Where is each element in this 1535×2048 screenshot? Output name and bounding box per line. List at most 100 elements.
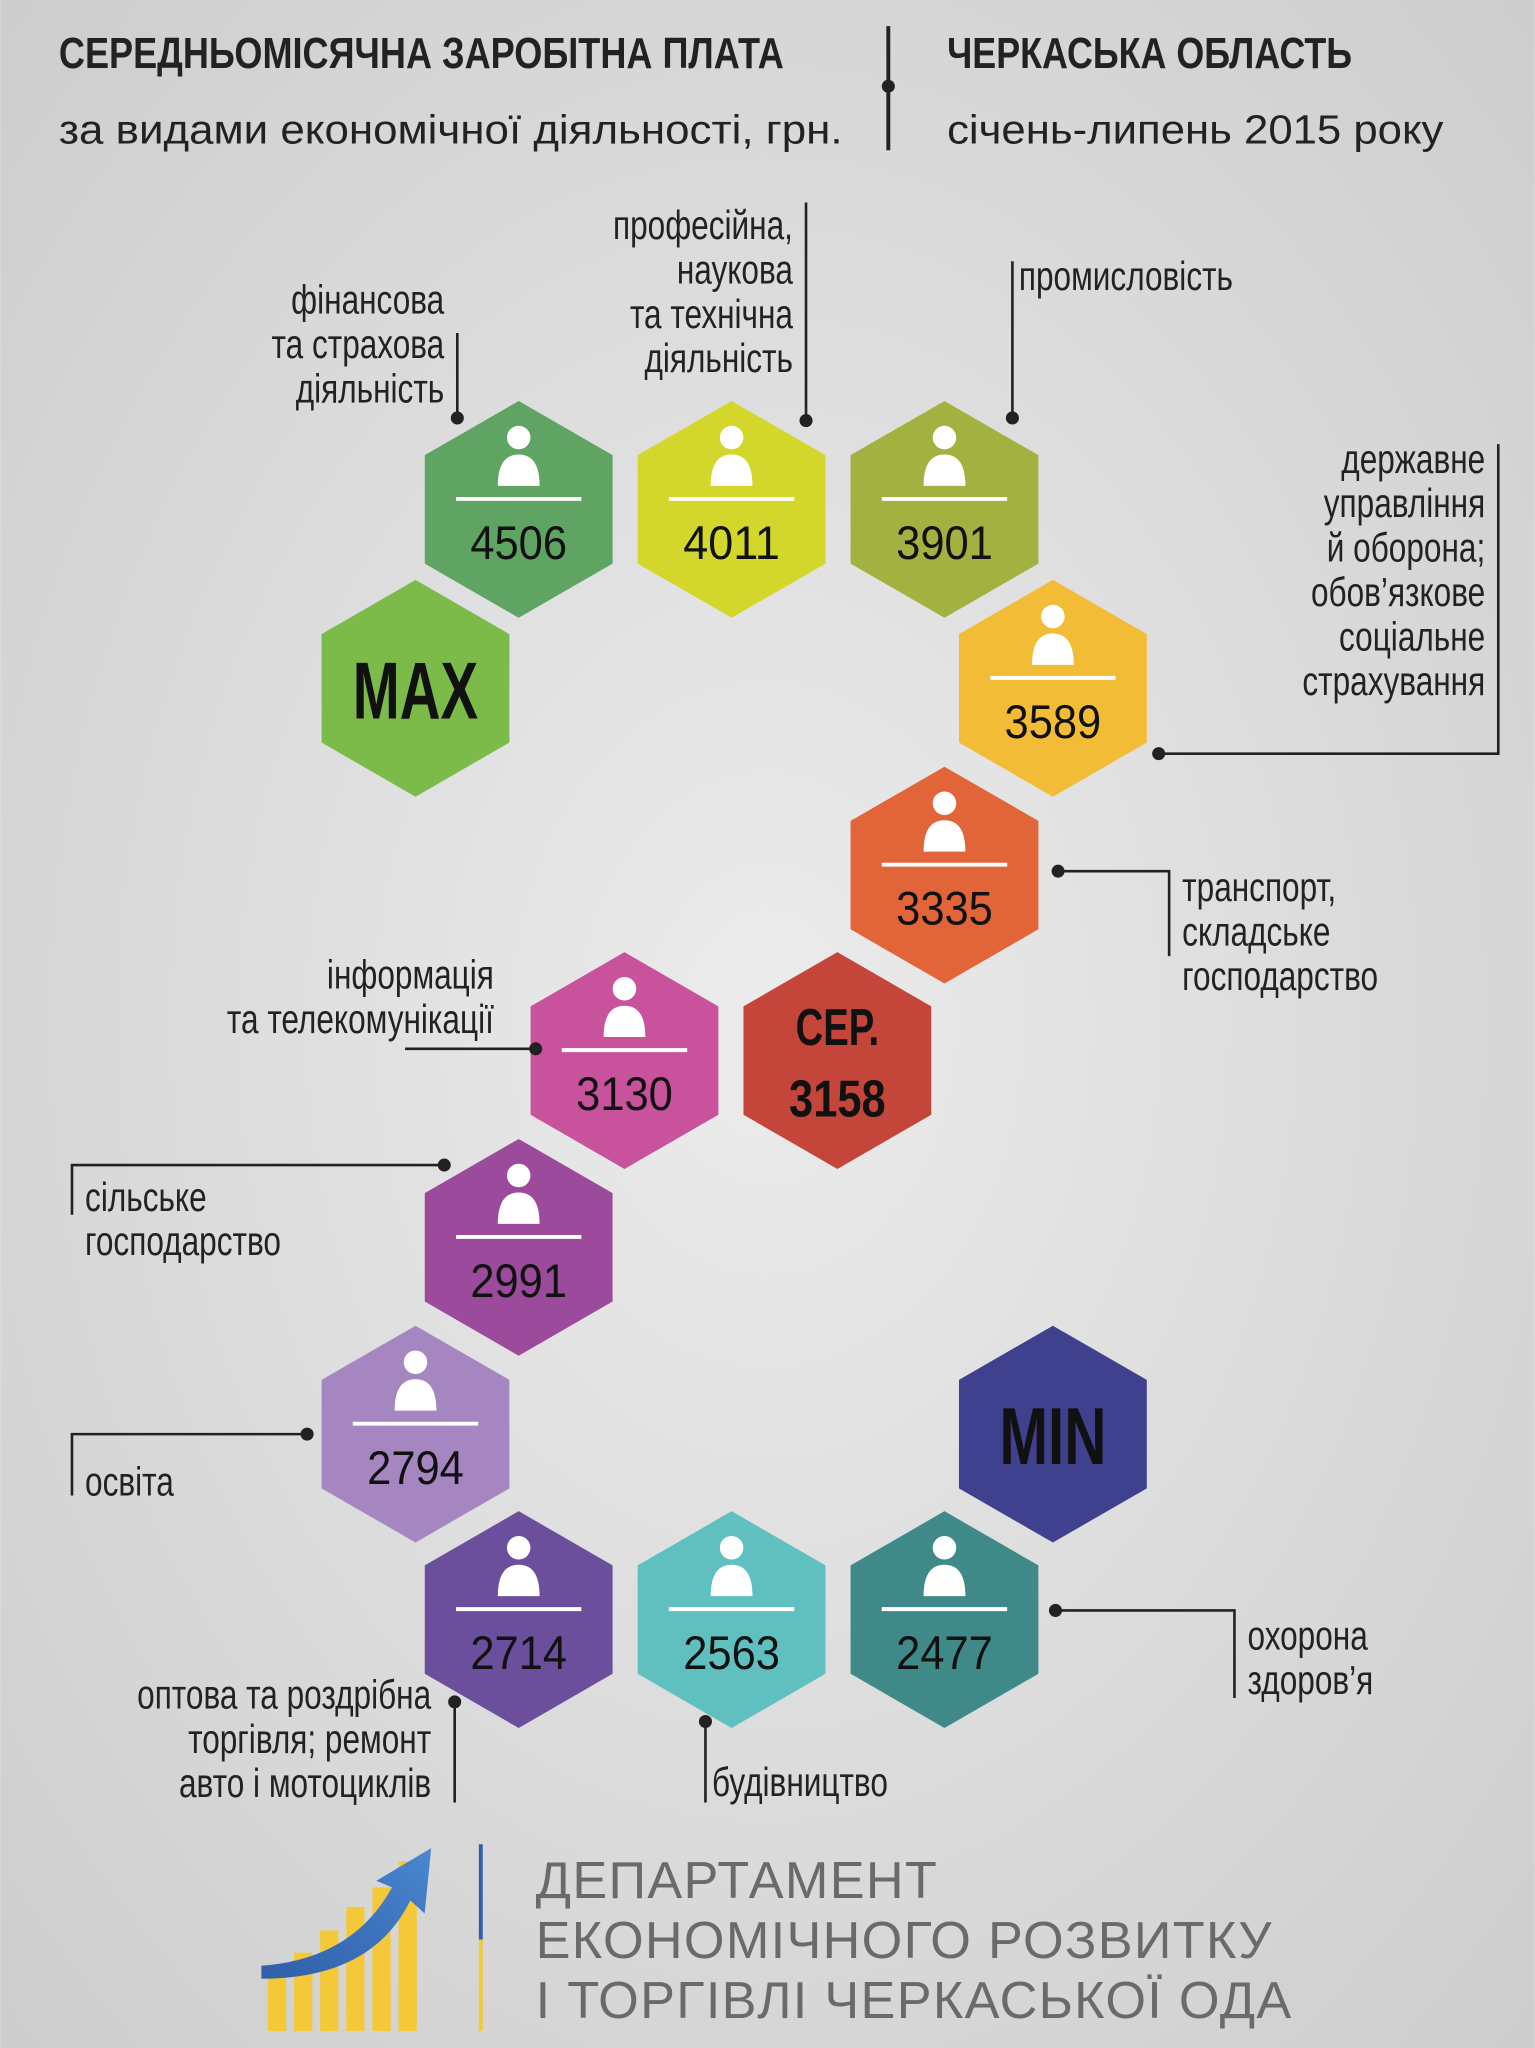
leader-dot bbox=[529, 1042, 543, 1056]
label: сільське bbox=[85, 1174, 207, 1220]
hexagon bbox=[321, 579, 510, 797]
hexagon bbox=[850, 400, 1039, 618]
leader-dot bbox=[1048, 1603, 1063, 1617]
label: охорона bbox=[1248, 1613, 1369, 1659]
leader-dot bbox=[1005, 411, 1019, 425]
label: державне bbox=[1341, 436, 1485, 482]
value: 3130 bbox=[576, 1067, 673, 1120]
value: 4506 bbox=[470, 516, 567, 569]
leader-dot bbox=[300, 1427, 314, 1441]
hexagon bbox=[424, 1138, 613, 1356]
leader-dot bbox=[448, 1695, 462, 1709]
hexagon bbox=[743, 952, 932, 1169]
hexagon bbox=[637, 1511, 826, 1728]
subtitle-left: за видами економічної діяльності, грн. bbox=[59, 107, 843, 153]
icon bbox=[612, 976, 637, 1001]
label: соціальне bbox=[1339, 613, 1485, 659]
label: обов’язкове bbox=[1311, 569, 1485, 615]
label: здоров’я bbox=[1248, 1657, 1374, 1703]
logo bbox=[261, 1844, 483, 2032]
icon bbox=[932, 425, 957, 450]
title-left: СЕРЕДНЬОМІСЯЧНА ЗАРОБІТНА ПЛАТА bbox=[59, 30, 784, 78]
leader-dot bbox=[450, 411, 464, 425]
icon bbox=[403, 1350, 428, 1375]
footer-line: ЕКОНОМІЧНОГО РОЗВИТКУ bbox=[536, 1912, 1273, 1970]
label: торгівля; ремонт bbox=[188, 1716, 431, 1762]
label: будівництво bbox=[712, 1759, 888, 1805]
min-label: MIN bbox=[999, 1392, 1106, 1482]
icon bbox=[932, 791, 957, 816]
hexagon bbox=[958, 1325, 1147, 1543]
leader-line bbox=[1055, 1609, 1236, 1698]
hexagon bbox=[424, 400, 613, 618]
value: 2991 bbox=[470, 1254, 567, 1307]
title-right: ЧЕРКАСЬКА ОБЛАСТЬ bbox=[947, 30, 1352, 78]
icon bbox=[923, 1564, 966, 1597]
leader-dot bbox=[698, 1714, 712, 1728]
icon bbox=[394, 1379, 437, 1411]
label: господарство bbox=[85, 1218, 281, 1264]
leader-dot bbox=[799, 414, 813, 428]
icon bbox=[719, 425, 744, 450]
value: 2477 bbox=[896, 1626, 993, 1679]
value: 2714 bbox=[470, 1626, 567, 1679]
leader-line bbox=[70, 1432, 308, 1496]
value: 4011 bbox=[683, 516, 780, 569]
label: господарство bbox=[1182, 953, 1378, 999]
divider-dot bbox=[881, 79, 895, 93]
value: 2563 bbox=[683, 1626, 780, 1679]
footer-line: ДЕПАРТАМЕНТ bbox=[536, 1852, 938, 1910]
label: фінансова bbox=[291, 276, 444, 322]
label: складське bbox=[1182, 909, 1330, 955]
label: оптова та роздрібна bbox=[137, 1671, 431, 1717]
subtitle-right: січень-липень 2015 року bbox=[947, 107, 1444, 153]
label: авто і мотоциклів bbox=[179, 1760, 431, 1806]
label: промисловість bbox=[1019, 253, 1233, 299]
average-value: 3158 bbox=[789, 1071, 886, 1129]
label: транспорт, bbox=[1182, 864, 1336, 910]
label: страхування bbox=[1302, 658, 1485, 704]
hexagon bbox=[424, 1511, 613, 1728]
average-label: СЕР. bbox=[796, 999, 880, 1057]
leader-dot bbox=[1051, 864, 1065, 878]
leader-line bbox=[1158, 444, 1500, 755]
label: професійна, bbox=[613, 202, 793, 248]
icon bbox=[497, 1564, 540, 1597]
hexagon bbox=[321, 1325, 510, 1543]
label: та страхова bbox=[272, 321, 445, 367]
hexagon bbox=[958, 579, 1147, 797]
leader-dot bbox=[437, 1158, 451, 1172]
label: освіта bbox=[85, 1459, 174, 1505]
hexagon bbox=[530, 952, 719, 1169]
value: 3589 bbox=[1005, 695, 1102, 748]
value: 3901 bbox=[896, 516, 993, 569]
leader-dot bbox=[1152, 747, 1166, 761]
label: інформація bbox=[327, 952, 494, 998]
icon bbox=[923, 454, 966, 486]
label: та телекомунікації bbox=[227, 996, 494, 1042]
icon bbox=[710, 454, 753, 486]
icon bbox=[497, 454, 540, 486]
hexagon bbox=[637, 400, 826, 618]
icon bbox=[506, 1163, 531, 1188]
hexagon bbox=[850, 1511, 1039, 1728]
icon bbox=[932, 1536, 957, 1560]
value: 3335 bbox=[896, 882, 993, 935]
label: діяльність bbox=[296, 365, 445, 411]
hexagon bbox=[850, 766, 1039, 984]
icon bbox=[1031, 633, 1074, 665]
max-label: MAX bbox=[353, 646, 478, 736]
value: 2794 bbox=[367, 1441, 464, 1494]
icon bbox=[603, 1005, 646, 1038]
icon bbox=[719, 1536, 744, 1560]
icon bbox=[710, 1564, 753, 1597]
label: наукова bbox=[677, 246, 793, 292]
label: й оборона; bbox=[1327, 525, 1485, 571]
leader-line bbox=[70, 1163, 445, 1215]
label: управління bbox=[1324, 480, 1485, 526]
icon bbox=[497, 1192, 540, 1224]
icon bbox=[506, 425, 531, 450]
icon bbox=[506, 1536, 531, 1560]
footer-line: І ТОРГІВЛІ ЧЕРКАСЬКОЇ ОДА bbox=[536, 1972, 1293, 2030]
